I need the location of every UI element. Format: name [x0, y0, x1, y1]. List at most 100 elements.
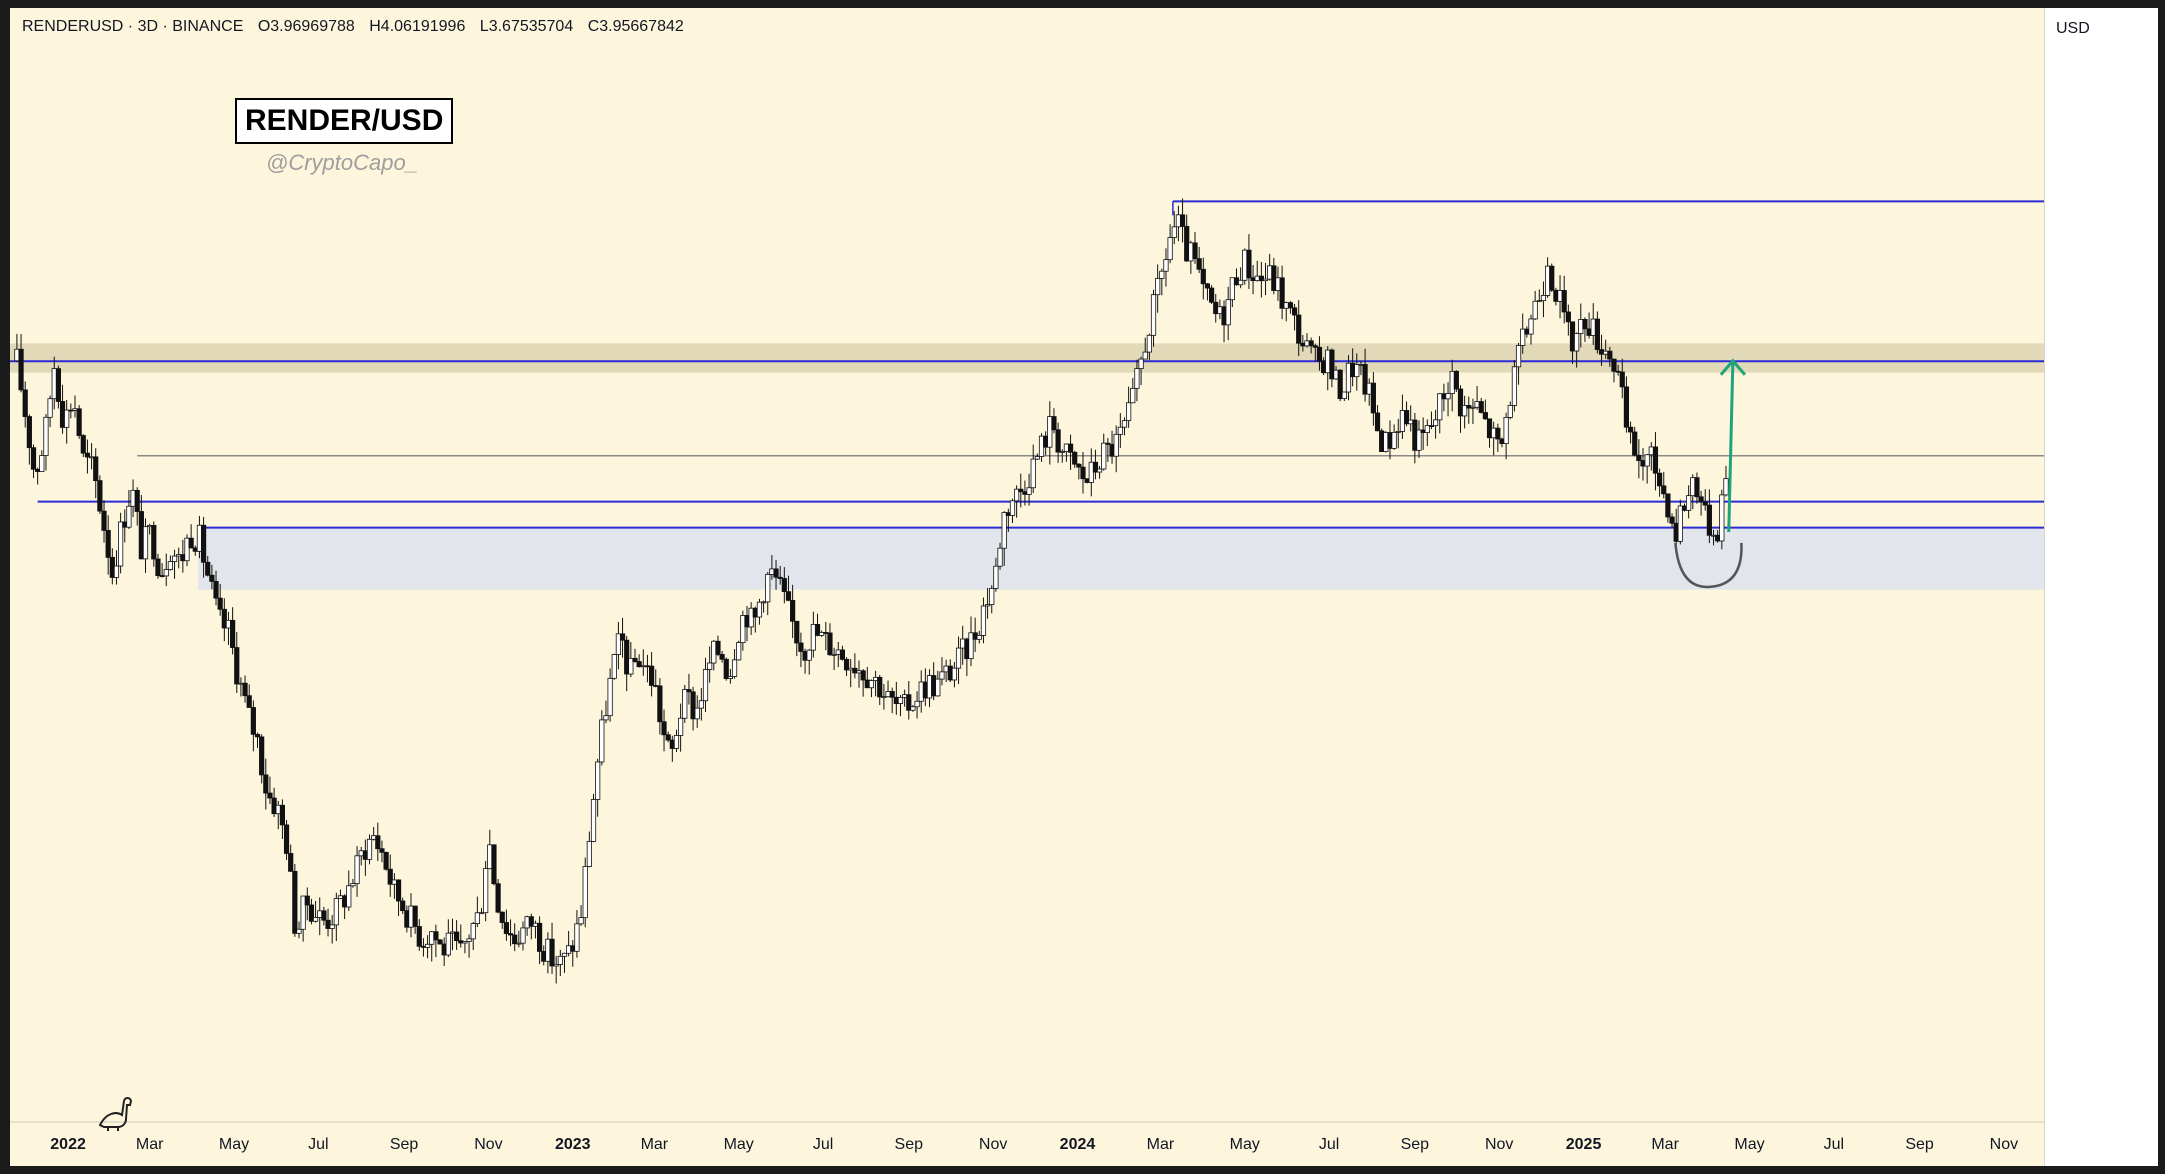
- candle-body: [1424, 425, 1430, 433]
- support-zone: [198, 527, 2045, 590]
- candle-body: [773, 568, 779, 578]
- candle-body: [1055, 429, 1061, 453]
- candle-body: [366, 838, 373, 860]
- candle-body: [205, 561, 211, 576]
- low-value: L3.67535704: [479, 18, 574, 35]
- x-tick-label: Mar: [136, 1136, 164, 1153]
- candle-body: [138, 511, 144, 560]
- candle-body: [1474, 401, 1480, 408]
- candle-body: [1640, 460, 1646, 467]
- candle-body: [342, 895, 348, 908]
- candle-body: [130, 489, 136, 507]
- x-tick-label: Jul: [308, 1136, 328, 1153]
- candle-body: [97, 480, 103, 512]
- candle-body: [1453, 370, 1459, 390]
- candle-body: [698, 700, 704, 709]
- candle-body: [1449, 370, 1455, 394]
- x-tick-label: Sep: [1401, 1136, 1430, 1153]
- currency-label[interactable]: USD: [2056, 20, 2090, 37]
- candle-body: [1719, 494, 1725, 542]
- candle-body: [445, 932, 451, 956]
- candle-body: [263, 774, 269, 794]
- candle-body: [118, 521, 124, 567]
- candle-body: [1553, 289, 1559, 302]
- candle-body: [947, 665, 953, 681]
- candle-body: [358, 850, 364, 857]
- candle-body: [785, 591, 792, 601]
- candle-body: [1619, 371, 1625, 388]
- candle-body: [926, 675, 933, 699]
- candle-body: [18, 348, 24, 391]
- candle-body: [964, 638, 970, 660]
- high-value: H4.06191996: [369, 18, 466, 35]
- candle-body: [1038, 435, 1045, 457]
- candle-body: [1665, 493, 1671, 518]
- candle-body: [781, 578, 787, 593]
- candle-body: [810, 624, 816, 651]
- candle-body: [391, 879, 397, 885]
- candle-body: [420, 945, 427, 948]
- candle-body: [1026, 487, 1032, 495]
- candle-body: [1300, 342, 1306, 347]
- candle-body: [238, 682, 244, 685]
- candle-body: [1694, 477, 1700, 498]
- candle-body: [51, 368, 57, 400]
- candle-body: [566, 945, 572, 954]
- candle-body: [1416, 429, 1422, 451]
- candle-body: [1598, 349, 1605, 355]
- candle-body: [404, 910, 410, 928]
- candle-body: [1669, 516, 1675, 524]
- candle-body: [906, 694, 912, 711]
- chart-title-box: RENDER/USD: [235, 98, 454, 144]
- candle-body: [1067, 443, 1074, 453]
- candle-body: [1213, 301, 1219, 315]
- candle-body: [101, 510, 107, 531]
- candle-body: [1590, 318, 1596, 336]
- candle-body: [968, 632, 974, 660]
- candle-body: [433, 931, 439, 941]
- candle-body: [960, 638, 966, 649]
- candle-body: [1134, 368, 1140, 389]
- candle-body: [599, 719, 605, 763]
- candle-body: [1238, 279, 1244, 286]
- candle-body: [578, 917, 584, 925]
- x-tick-label: May: [1230, 1136, 1260, 1153]
- candle-body: [1486, 418, 1493, 439]
- candle-body: [881, 696, 887, 699]
- candle-body: [1229, 277, 1235, 301]
- candle-body: [1184, 226, 1190, 262]
- candle-body: [707, 662, 713, 670]
- candle-body: [590, 799, 597, 842]
- x-tick-label: Nov: [1990, 1136, 2018, 1153]
- chart-area[interactable]: 25.0000000021.0000000017.0000000011.5000…: [10, 8, 2158, 1166]
- candle-body: [184, 537, 190, 562]
- candle-body: [611, 654, 617, 679]
- x-tick-label: 2025: [1566, 1136, 1602, 1153]
- candle-body: [889, 691, 895, 698]
- candle-body: [678, 717, 684, 736]
- candle-body: [686, 689, 692, 693]
- candle-body: [1163, 259, 1169, 272]
- candle-body: [1557, 289, 1563, 302]
- candle-body: [877, 676, 883, 698]
- candle-body: [1495, 427, 1501, 440]
- chart-canvas[interactable]: 25.0000000021.0000000017.0000000011.5000…: [10, 8, 2158, 1166]
- candle-body: [1096, 468, 1103, 473]
- candle-body: [1325, 349, 1331, 374]
- candle-body: [304, 895, 310, 906]
- candle-body: [134, 489, 140, 512]
- candle-body: [84, 452, 91, 458]
- candle-body: [1043, 435, 1049, 448]
- candle-body: [1126, 402, 1132, 421]
- candle-body: [333, 898, 339, 926]
- candle-body: [1225, 299, 1231, 326]
- candle-body: [719, 654, 725, 660]
- x-tick-label: May: [1734, 1136, 1764, 1153]
- price-axis-panel[interactable]: [2044, 8, 2158, 1166]
- candle-body: [329, 924, 335, 929]
- candle-body: [1603, 350, 1609, 355]
- candle-body: [872, 676, 879, 681]
- candle-body: [1242, 249, 1248, 281]
- open-value: O3.96969788: [257, 18, 355, 35]
- candle-body: [740, 615, 746, 644]
